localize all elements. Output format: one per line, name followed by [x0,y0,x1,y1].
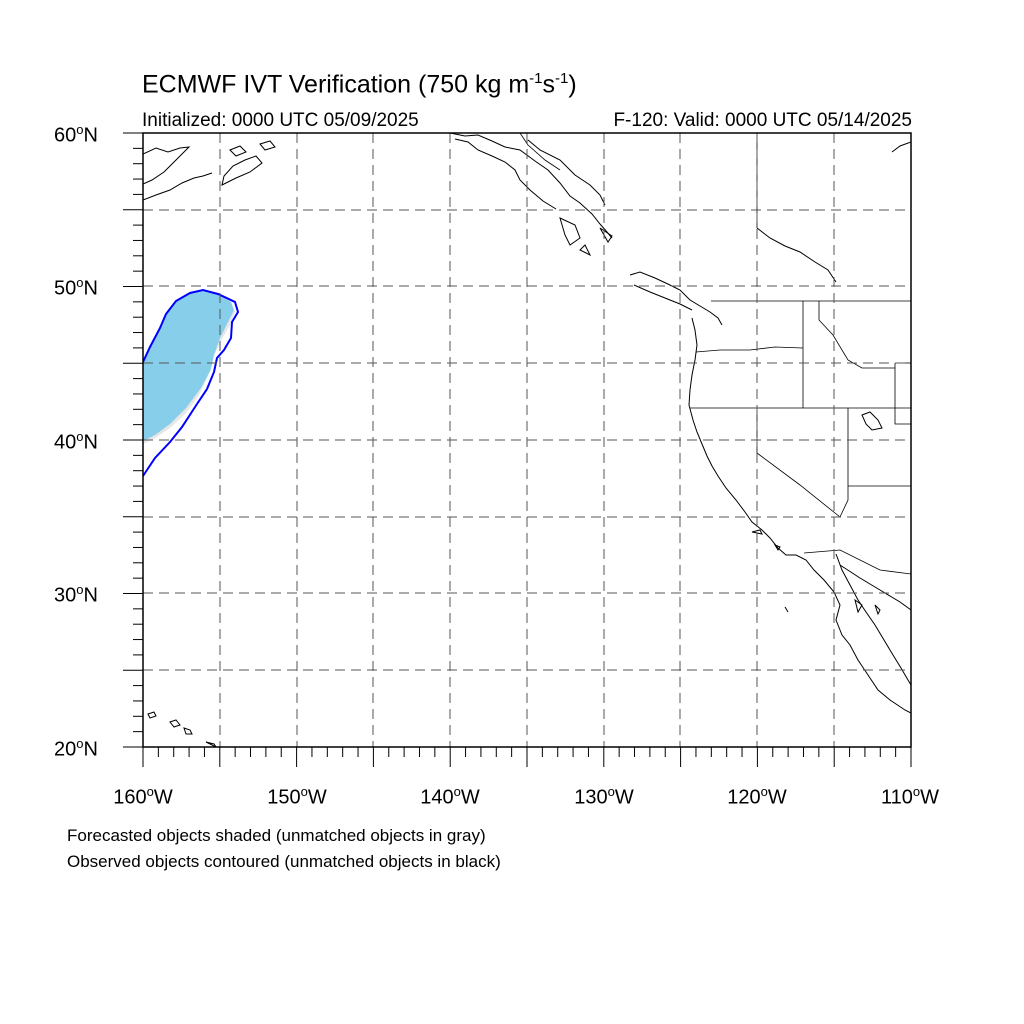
observed-object-contour [143,288,240,477]
lat-label-20n: 20oN [54,736,98,761]
lat-label-60n: 60oN [54,122,98,147]
map-frame [142,132,912,748]
forecast-object-shaded [143,290,234,441]
gridlines [143,133,911,747]
coastlines [143,133,911,747]
lon-label-130w: 130oW [574,784,634,809]
forecast-note: Forecasted objects shaded (unmatched obj… [67,826,486,845]
observed-note: Observed objects contoured (unmatched ob… [67,852,501,871]
lon-label-160w: 160oW [113,784,173,809]
lon-label-140w: 140oW [420,784,480,809]
lon-label-120w: 120oW [727,784,787,809]
lat-label-50n: 50oN [54,275,98,300]
lat-label-30n: 30oN [54,582,98,607]
political-boundaries [519,133,911,575]
chart-title: ECMWF IVT Verification (750 kg m-1s-1) [142,70,577,99]
lon-label-110w: 110oW [880,784,940,809]
lon-label-150w: 150oW [267,784,327,809]
initialized-time: Initialized: 0000 UTC 05/09/2025 [142,110,419,131]
lat-label-40n: 40oN [54,429,98,454]
axis-ticks [123,132,912,767]
valid-time: F-120: Valid: 0000 UTC 05/14/2025 [613,110,912,131]
